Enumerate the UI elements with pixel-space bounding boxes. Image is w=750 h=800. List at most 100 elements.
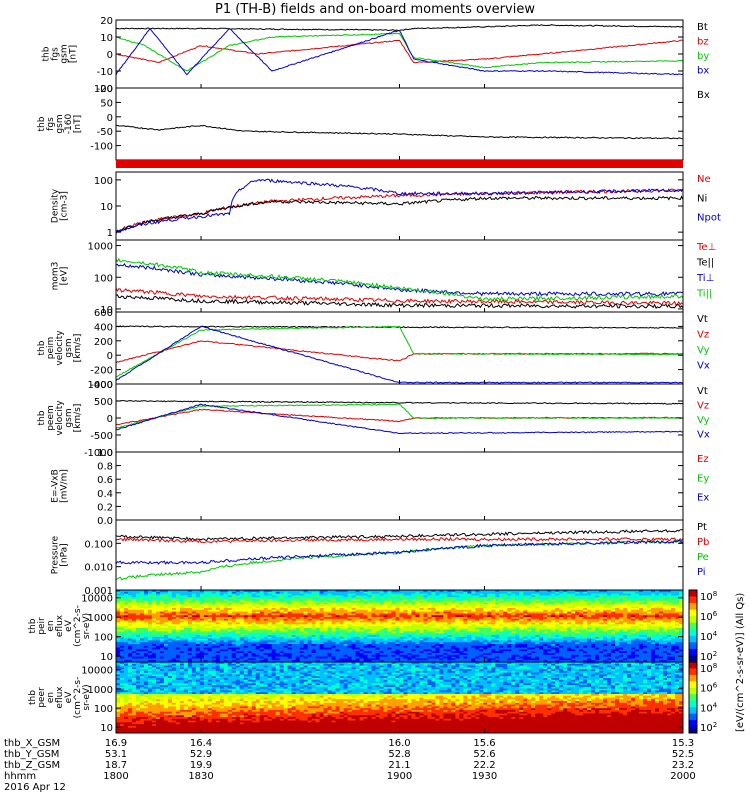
series-line-Ni bbox=[115, 195, 684, 234]
y-axis-label: velocity bbox=[55, 400, 65, 436]
y-tick-label: 10000 bbox=[81, 666, 113, 677]
legend-entry: Vz bbox=[697, 330, 709, 341]
y-tick-label: 50 bbox=[100, 98, 113, 109]
y-axis-label: thb bbox=[28, 690, 38, 705]
y-tick-label: 10 bbox=[100, 723, 113, 734]
y-tick-label: -10 bbox=[97, 67, 113, 78]
y-tick-label: 500 bbox=[94, 397, 113, 408]
series-line-Pt bbox=[115, 529, 684, 541]
y-tick-label: 1000 bbox=[88, 685, 113, 696]
y-axis-label: [nT] bbox=[73, 115, 83, 133]
y-tick-label: 400 bbox=[94, 322, 113, 333]
y-tick-label: 1000 bbox=[88, 380, 113, 391]
x-tick-label: 53.1 bbox=[105, 749, 127, 760]
y-tick-label: 0.6 bbox=[97, 475, 113, 486]
y-tick-label: 100 bbox=[94, 633, 113, 644]
legend-entry: Ey bbox=[697, 473, 709, 484]
y-axis-label: peim bbox=[46, 337, 56, 360]
y-axis-label: [nT] bbox=[69, 45, 79, 63]
y-axis-label: peem bbox=[46, 405, 56, 431]
y-axis-label: fgs bbox=[51, 47, 61, 61]
y-axis-label: thb bbox=[37, 410, 47, 425]
y-tick-label: 10 bbox=[100, 305, 113, 316]
panel-frame bbox=[115, 171, 684, 241]
y-tick-label: 600 bbox=[94, 308, 113, 319]
y-tick-label: 0.0 bbox=[97, 516, 113, 527]
y-tick-label: -50 bbox=[97, 127, 113, 138]
legend-entry: Ti⊥ bbox=[696, 273, 714, 284]
x-axis: thb_X_GSM 16.9 16.4 16.0 15.6 15.3 thb_Y_GSM 53… bbox=[4, 738, 696, 793]
legend-entry: Ex bbox=[697, 493, 709, 504]
series-line-Vy bbox=[115, 325, 684, 378]
x-tick-label: 23.2 bbox=[672, 760, 694, 771]
colorbar-tick-label: 106 bbox=[700, 682, 718, 695]
y-axis-label: en bbox=[46, 620, 56, 631]
y-tick-label: 0 bbox=[107, 351, 113, 362]
series-line-Ne bbox=[115, 188, 684, 233]
y-axis-label: Pressure bbox=[51, 535, 61, 574]
legend-entry: Pi bbox=[697, 567, 706, 578]
y-tick-label: 10 bbox=[100, 652, 113, 663]
y-tick-label: 100 bbox=[94, 273, 113, 284]
legend-entry: Vt bbox=[697, 386, 708, 397]
y-tick-label: 1000 bbox=[88, 242, 113, 253]
series-line-Npot bbox=[115, 178, 684, 234]
y-tick-label: 0 bbox=[107, 113, 113, 124]
legend-entry: Bx bbox=[697, 90, 710, 101]
y-axis-label: [cm-3] bbox=[60, 191, 70, 221]
y-axis-label: -160 bbox=[64, 114, 74, 135]
series-line-Vy bbox=[115, 403, 683, 429]
legend-entry: Te|| bbox=[696, 258, 714, 269]
x-tick-label: 1900 bbox=[387, 771, 412, 782]
legend-entry: Vx bbox=[697, 430, 710, 441]
panel-fgs-gsm-1000: Bx 100 50 0 -50 -100 thb fgs gsm -160 [nT] bbox=[37, 84, 710, 161]
legend-entry: Vx bbox=[697, 361, 710, 372]
colorbar-frame bbox=[688, 661, 698, 734]
legend-entry: Ne bbox=[697, 174, 711, 185]
colorbar-tick-label: 104 bbox=[700, 630, 718, 643]
y-axis-label: peir bbox=[37, 617, 47, 635]
legend-entry: bz bbox=[697, 37, 709, 48]
colorbar-tick-label: 108 bbox=[700, 662, 717, 675]
y-tick-label: 0 bbox=[107, 414, 113, 425]
y-tick-label: 1000 bbox=[88, 613, 113, 624]
x-axis-row-label: thb_X_GSM bbox=[4, 738, 60, 749]
panel-peir-en-eflux: 108 106 104 102 [eV/(cm^2-s-sr-eV)] (All Qs)… bbox=[28, 589, 746, 732]
y-tick-label: 0.8 bbox=[97, 462, 113, 473]
legend-entry: Pe bbox=[697, 552, 709, 563]
series-line-Bt bbox=[115, 24, 684, 32]
y-tick-label: -500 bbox=[90, 431, 113, 442]
y-axis-label: E=-VxB bbox=[51, 469, 61, 503]
x-tick-label: 1800 bbox=[103, 771, 128, 782]
series-line-Te|| bbox=[115, 294, 684, 310]
y-axis-label: gsm bbox=[64, 338, 74, 357]
x-tick-label: 16.0 bbox=[388, 738, 410, 749]
y-axis-label: eV bbox=[64, 619, 74, 632]
y-axis-label: [km/s] bbox=[73, 404, 83, 433]
x-tick-label: 52.5 bbox=[672, 749, 694, 760]
panel-peer-en-eflux: 108 106 104 102 10000 1000 100 10 thb peer en eflux… bbox=[28, 661, 718, 734]
panel-pressure: Pt Pb Pe Pi 0.100 0.010 0.001 Pressure [nPa] bbox=[51, 519, 709, 597]
x-tick-label: 15.6 bbox=[473, 738, 495, 749]
series-line-Ti⊥ bbox=[115, 262, 684, 297]
panel-mode-bar bbox=[116, 160, 683, 168]
series-line-Ti|| bbox=[115, 257, 684, 302]
y-tick-label: 0 bbox=[107, 50, 113, 61]
y-axis-label: eflux bbox=[55, 686, 65, 709]
x-tick-label: 2000 bbox=[670, 771, 695, 782]
y-axis-label: gsm bbox=[60, 44, 70, 63]
panel-peim-velocity: Vt Vz Vy Vx 600 400 200 0 -200 -400 thb peim velocit… bbox=[37, 308, 710, 391]
panel-frame bbox=[115, 311, 684, 385]
y-axis-label: sr-eV) bbox=[82, 613, 92, 639]
series-line-Vt bbox=[115, 400, 684, 405]
panel-frame bbox=[115, 519, 684, 591]
y-tick-label: 1.0 bbox=[97, 448, 113, 459]
y-axis-label: (cm^2-s- bbox=[73, 677, 83, 719]
y-axis-label: [nPa] bbox=[60, 543, 70, 566]
series-line-Bx bbox=[115, 124, 684, 140]
legend-entry: Ni bbox=[697, 193, 707, 204]
panel-frame bbox=[115, 451, 684, 521]
legend-entry: Bt bbox=[697, 22, 708, 33]
x-tick-label: 21.1 bbox=[388, 760, 410, 771]
